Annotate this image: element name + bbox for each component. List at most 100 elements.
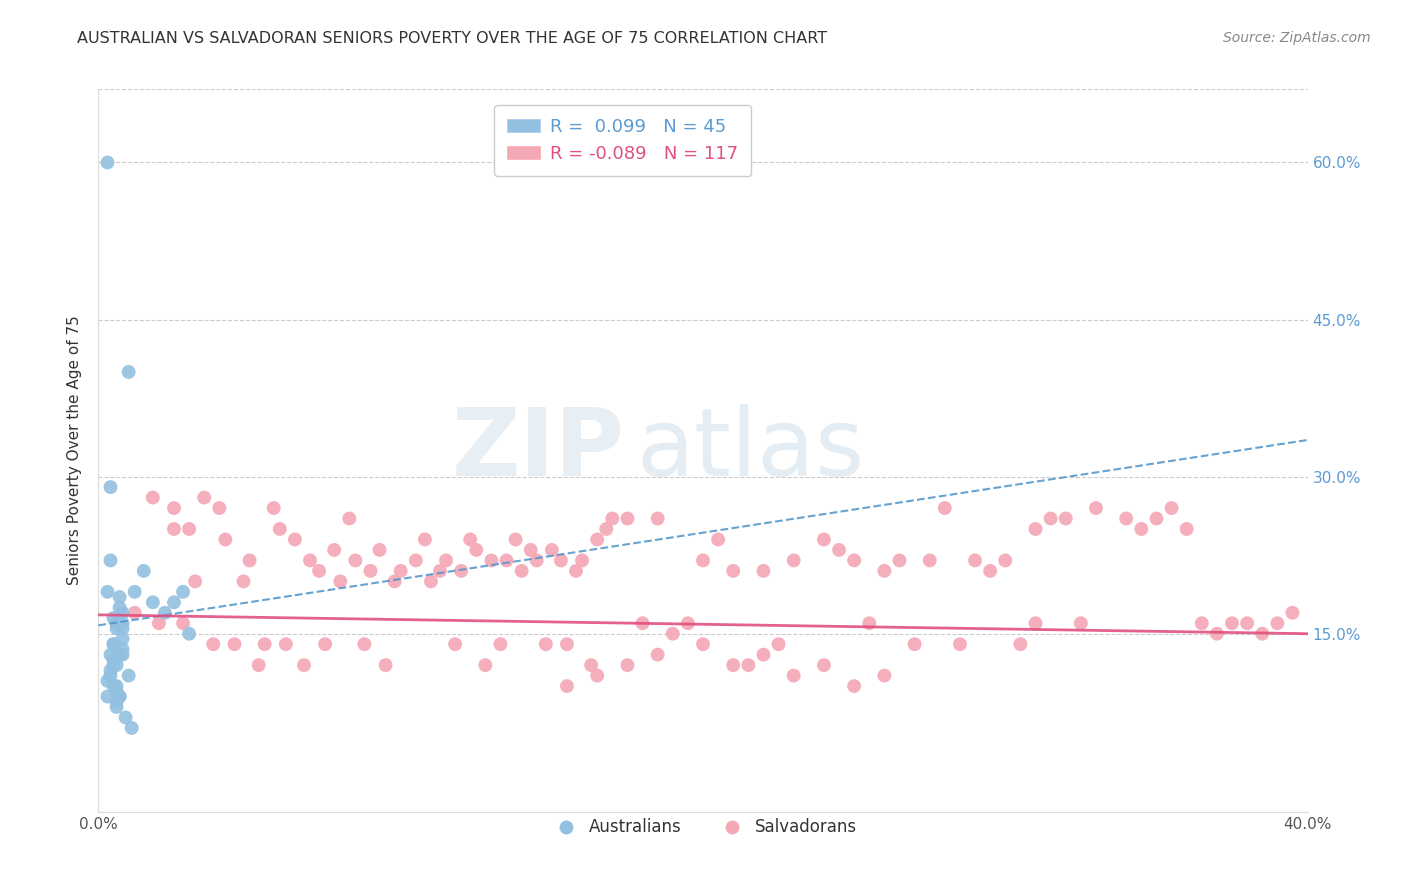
Point: [374, 658, 396, 673]
Point: [111, 616, 134, 631]
Point: [519, 543, 541, 558]
Point: [444, 637, 467, 651]
Point: [661, 626, 683, 640]
Point: [105, 679, 128, 693]
Point: [813, 658, 835, 673]
Point: [253, 637, 276, 651]
Point: [323, 543, 346, 558]
Point: [368, 543, 391, 558]
Point: [737, 658, 759, 673]
Point: [1206, 626, 1229, 640]
Point: [405, 553, 427, 567]
Point: [100, 664, 122, 678]
Point: [96, 584, 118, 599]
Point: [108, 600, 131, 615]
Point: [163, 595, 186, 609]
Point: [105, 684, 128, 698]
Point: [274, 637, 297, 651]
Point: [555, 679, 578, 693]
Point: [904, 637, 927, 651]
Point: [389, 564, 412, 578]
Point: [232, 574, 254, 589]
Point: [108, 690, 131, 704]
Point: [100, 668, 122, 682]
Point: [184, 574, 207, 589]
Point: [239, 553, 262, 567]
Point: [1191, 616, 1213, 631]
Point: [465, 543, 488, 558]
Point: [124, 584, 146, 599]
Point: [505, 533, 527, 547]
Point: [555, 637, 578, 651]
Point: [1070, 616, 1092, 631]
Point: [828, 543, 851, 558]
Point: [1281, 606, 1303, 620]
Point: [103, 611, 125, 625]
Point: [783, 668, 806, 682]
Point: [1024, 616, 1046, 631]
Point: [429, 564, 451, 578]
Point: [1236, 616, 1258, 631]
Point: [121, 721, 143, 735]
Point: [813, 533, 835, 547]
Point: [1010, 637, 1032, 651]
Point: [889, 553, 911, 567]
Point: [965, 553, 987, 567]
Point: [329, 574, 352, 589]
Point: [844, 553, 866, 567]
Point: [1039, 511, 1062, 525]
Legend: Australians, Salvadorans: Australians, Salvadorans: [543, 812, 863, 843]
Point: [1054, 511, 1077, 525]
Point: [616, 658, 638, 673]
Point: [100, 553, 122, 567]
Point: [873, 564, 896, 578]
Point: [111, 622, 134, 636]
Point: [474, 658, 496, 673]
Point: [292, 658, 315, 673]
Point: [299, 553, 322, 567]
Point: [873, 668, 896, 682]
Point: [337, 511, 360, 525]
Point: [752, 564, 775, 578]
Point: [540, 543, 562, 558]
Point: [707, 533, 730, 547]
Point: [495, 553, 517, 567]
Point: [949, 637, 972, 651]
Point: [360, 564, 382, 578]
Point: [148, 616, 170, 631]
Point: [602, 511, 624, 525]
Point: [132, 564, 155, 578]
Point: [579, 658, 602, 673]
Text: atlas: atlas: [637, 404, 865, 497]
Point: [100, 648, 122, 662]
Point: [571, 553, 593, 567]
Point: [100, 480, 122, 494]
Point: [534, 637, 557, 651]
Point: [111, 632, 134, 646]
Point: [163, 522, 186, 536]
Point: [1085, 501, 1108, 516]
Point: [103, 679, 125, 693]
Y-axis label: Seniors Poverty Over the Age of 75: Seniors Poverty Over the Age of 75: [67, 316, 83, 585]
Point: [783, 553, 806, 567]
Point: [96, 690, 118, 704]
Text: ZIP: ZIP: [451, 404, 624, 497]
Point: [586, 533, 609, 547]
Point: [510, 564, 533, 578]
Text: Source: ZipAtlas.com: Source: ZipAtlas.com: [1223, 31, 1371, 45]
Point: [111, 648, 134, 662]
Point: [723, 658, 745, 673]
Point: [208, 501, 231, 516]
Point: [384, 574, 406, 589]
Point: [1220, 616, 1243, 631]
Point: [269, 522, 291, 536]
Point: [308, 564, 330, 578]
Point: [96, 673, 118, 688]
Point: [676, 616, 699, 631]
Point: [1267, 616, 1289, 631]
Point: [586, 668, 609, 682]
Point: [994, 553, 1017, 567]
Point: [179, 626, 201, 640]
Point: [752, 648, 775, 662]
Point: [193, 491, 215, 505]
